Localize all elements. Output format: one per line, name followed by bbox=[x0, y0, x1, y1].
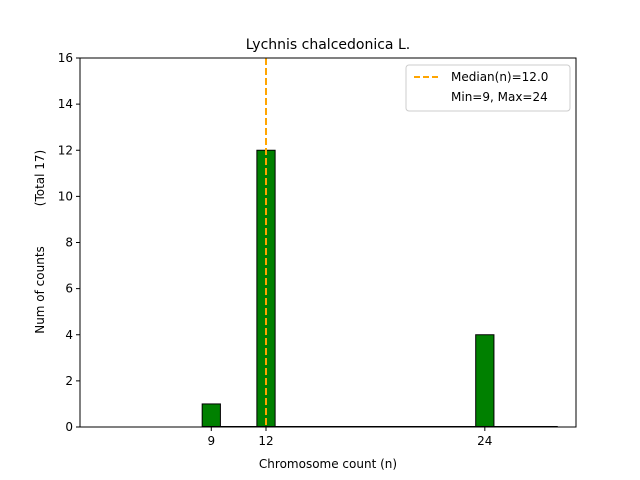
legend-box bbox=[405, 64, 571, 112]
x-tick-label: 12 bbox=[258, 434, 273, 448]
y-tick-label: 12 bbox=[58, 143, 73, 157]
y-tick-label: 10 bbox=[58, 189, 73, 203]
y-tick-label: 6 bbox=[65, 282, 73, 296]
y-axis-label: Num of counts bbox=[33, 246, 47, 334]
y-axis-total-note: (Total 17) bbox=[33, 150, 47, 206]
x-axis-ticks: 9 12 24 bbox=[207, 427, 492, 448]
legend-entry-minmax: Min=9, Max=24 bbox=[451, 90, 548, 104]
x-tick-label: 9 bbox=[207, 434, 215, 448]
y-tick-label: 0 bbox=[65, 420, 73, 434]
bar-9 bbox=[201, 403, 221, 428]
y-axis-ticks: 0 2 4 6 8 10 12 14 16 bbox=[58, 51, 80, 434]
y-tick-label: 2 bbox=[65, 374, 73, 388]
plot-area-frame bbox=[79, 57, 577, 428]
chart-title: Lychnis chalcedonica L. bbox=[246, 37, 410, 53]
x-tick-label: 24 bbox=[477, 434, 492, 448]
y-tick-label: 14 bbox=[58, 97, 73, 111]
y-tick-label: 8 bbox=[65, 236, 73, 250]
bars bbox=[201, 149, 558, 428]
bar-24 bbox=[475, 334, 495, 428]
y-tick-label: 4 bbox=[65, 328, 73, 342]
y-tick-label: 16 bbox=[58, 51, 73, 65]
legend-entry-median: Median(n)=12.0 bbox=[451, 70, 548, 84]
legend: Median(n)=12.0 Min=9, Max=24 bbox=[405, 64, 571, 112]
x-axis-label: Chromosome count (n) bbox=[259, 457, 397, 471]
